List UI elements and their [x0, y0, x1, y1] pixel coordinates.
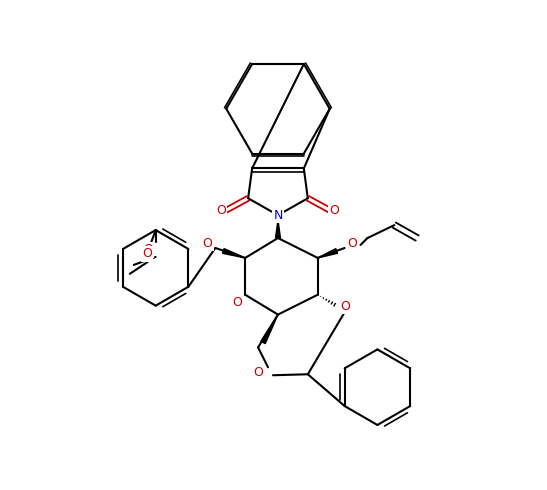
Text: O: O	[347, 237, 358, 249]
Text: O: O	[253, 366, 263, 379]
Polygon shape	[276, 220, 281, 238]
Text: N: N	[274, 209, 283, 221]
Text: O: O	[202, 237, 212, 249]
Polygon shape	[261, 315, 278, 343]
Polygon shape	[223, 248, 245, 258]
Text: O: O	[232, 296, 242, 309]
Text: O: O	[142, 247, 152, 261]
Text: O: O	[341, 300, 351, 313]
Text: O: O	[217, 204, 226, 217]
Text: O: O	[143, 244, 153, 256]
Text: O: O	[330, 204, 340, 217]
Polygon shape	[318, 248, 337, 258]
